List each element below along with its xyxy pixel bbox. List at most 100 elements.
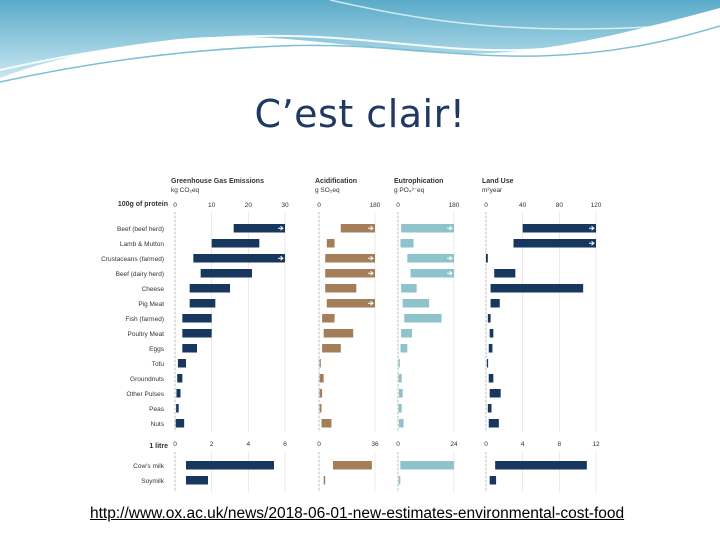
- panel-unit: kg CO₂eq: [171, 187, 200, 194]
- overflow-arrow-icon: [368, 270, 374, 276]
- category-label: Cheese: [142, 286, 165, 293]
- category-label: Beef (dairy herd): [116, 271, 164, 278]
- category-label: Eggs: [149, 346, 165, 353]
- bar: [175, 419, 185, 428]
- bar: [398, 374, 402, 383]
- bar: [211, 239, 260, 248]
- bar: [401, 329, 412, 338]
- bar: [488, 419, 499, 428]
- bar: [200, 269, 252, 278]
- bar: [321, 419, 332, 428]
- overflow-arrow-icon: [589, 225, 595, 231]
- tick-label: 20: [245, 202, 253, 209]
- tick-label: 120: [591, 202, 602, 209]
- bar: [400, 239, 414, 248]
- tick-label: 180: [370, 202, 381, 209]
- bar: [486, 254, 488, 263]
- bar: [177, 359, 186, 368]
- overflow-arrow-icon: [589, 240, 595, 246]
- bar: [522, 224, 596, 233]
- bar: [401, 284, 417, 293]
- slide-title: C’est clair!: [254, 92, 466, 136]
- bar: [176, 404, 179, 413]
- tick-label: 0: [173, 441, 177, 448]
- panel-title: Land Use: [482, 178, 514, 185]
- bar: [325, 284, 357, 293]
- category-label: Peas: [149, 406, 165, 413]
- bar: [489, 476, 497, 485]
- bar: [322, 314, 335, 323]
- panel-unit: g SO₂eq: [315, 187, 340, 194]
- bar: [182, 314, 212, 323]
- tick-label: 12: [592, 441, 600, 448]
- overflow-arrow-icon: [278, 225, 284, 231]
- bar: [398, 419, 404, 428]
- bar: [494, 269, 516, 278]
- overflow-arrow-icon: [368, 300, 374, 306]
- chart-svg: 100g of protein 1 litre Beef (beef herd) La…: [101, 178, 602, 492]
- group-label-litre: 1 litre: [149, 443, 168, 450]
- bar: [488, 374, 494, 383]
- bar: [176, 389, 181, 398]
- bar: [319, 404, 322, 413]
- source-link[interactable]: http://www.ox.ac.uk/news/2018-06-01-new-…: [90, 505, 625, 522]
- tick-label: 6: [283, 441, 287, 448]
- tick-label: 2: [210, 441, 214, 448]
- tick-label: 0: [396, 202, 400, 209]
- category-label: Other Pulses: [126, 391, 164, 398]
- overflow-arrow-icon: [447, 255, 453, 261]
- panel-title: Acidification: [315, 178, 357, 185]
- bar: [487, 404, 492, 413]
- bar: [398, 476, 401, 485]
- panel-title: Eutrophication: [394, 178, 443, 185]
- bar: [489, 389, 501, 398]
- overflow-arrow-icon: [447, 225, 453, 231]
- bar: [398, 389, 403, 398]
- tick-label: 0: [317, 441, 321, 448]
- bar: [182, 329, 212, 338]
- bar: [490, 299, 500, 308]
- tick-label: 0: [317, 202, 321, 209]
- category-label: Lamb & Mutton: [120, 241, 164, 248]
- tick-label: 10: [208, 202, 216, 209]
- bar: [400, 461, 454, 470]
- bar: [325, 254, 375, 263]
- bar: [401, 224, 454, 233]
- overflow-arrow-icon: [368, 225, 374, 231]
- bar: [410, 269, 454, 278]
- bar: [407, 254, 454, 263]
- bar: [319, 359, 321, 368]
- tick-label: 24: [450, 441, 458, 448]
- bar: [189, 284, 230, 293]
- overflow-arrow-icon: [447, 270, 453, 276]
- category-label: Tofu: [152, 361, 165, 368]
- bar: [398, 404, 402, 413]
- bar: [490, 284, 584, 293]
- bar: [487, 314, 491, 323]
- bar: [489, 329, 494, 338]
- tick-label: 4: [521, 441, 525, 448]
- panel-unit: m²year: [482, 187, 503, 194]
- category-label: Pig Meat: [138, 301, 164, 308]
- tick-label: 4: [247, 441, 251, 448]
- category-label: Crustaceans (farmed): [101, 256, 164, 263]
- bar: [323, 476, 326, 485]
- bar: [323, 329, 354, 338]
- bar: [182, 344, 197, 353]
- tick-label: 36: [371, 441, 379, 448]
- tick-label: 0: [173, 202, 177, 209]
- tick-label: 8: [558, 441, 562, 448]
- bar: [398, 359, 400, 368]
- category-label: Cow's milk: [133, 463, 165, 470]
- bar: [513, 239, 596, 248]
- bar: [488, 344, 493, 353]
- category-label: Groundnuts: [130, 376, 165, 383]
- category-label: Fish (farmed): [125, 316, 164, 323]
- bar: [186, 461, 274, 470]
- tick-label: 80: [556, 202, 564, 209]
- environmental-impact-chart: 100g of protein 1 litre Beef (beef herd) La…: [84, 150, 636, 495]
- tick-label: 0: [396, 441, 400, 448]
- overflow-arrow-icon: [278, 255, 284, 261]
- bar: [326, 299, 375, 308]
- bar: [233, 224, 285, 233]
